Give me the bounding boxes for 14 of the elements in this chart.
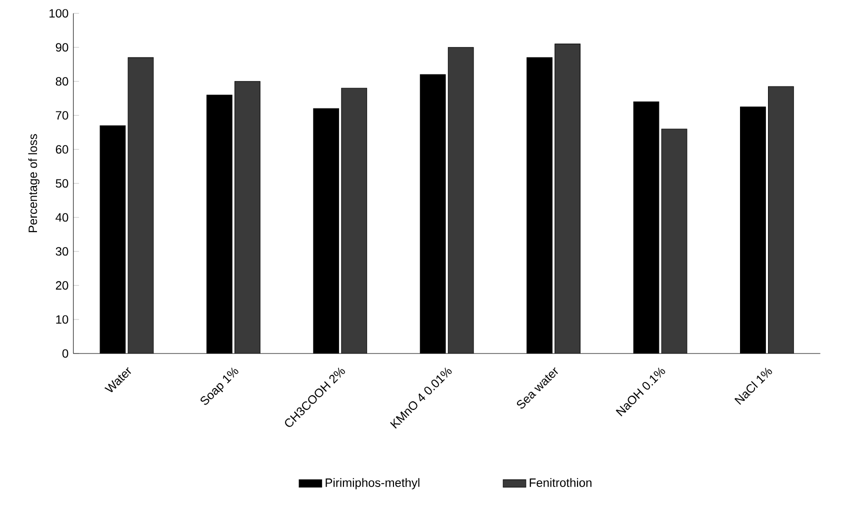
y-tick-label: 90 bbox=[56, 43, 68, 52]
y-tick-label: 60 bbox=[56, 145, 68, 154]
y-tick-label: 0 bbox=[62, 349, 68, 358]
y-tick-label: 30 bbox=[56, 247, 68, 256]
y-tick-label: 50 bbox=[56, 179, 68, 188]
legend-label: Pirimiphos-methyl bbox=[326, 478, 420, 490]
y-tick-label: 100 bbox=[50, 9, 68, 18]
y-tick-label: 40 bbox=[56, 213, 68, 222]
y-tick-label: 70 bbox=[56, 111, 68, 120]
y-axis-title: Percentage of loss bbox=[28, 134, 40, 232]
legend-label: Fenitrothion bbox=[530, 478, 592, 488]
y-tick-label: 20 bbox=[56, 281, 68, 290]
y-tick-label: 80 bbox=[56, 77, 68, 86]
y-tick-label: 10 bbox=[56, 315, 68, 324]
